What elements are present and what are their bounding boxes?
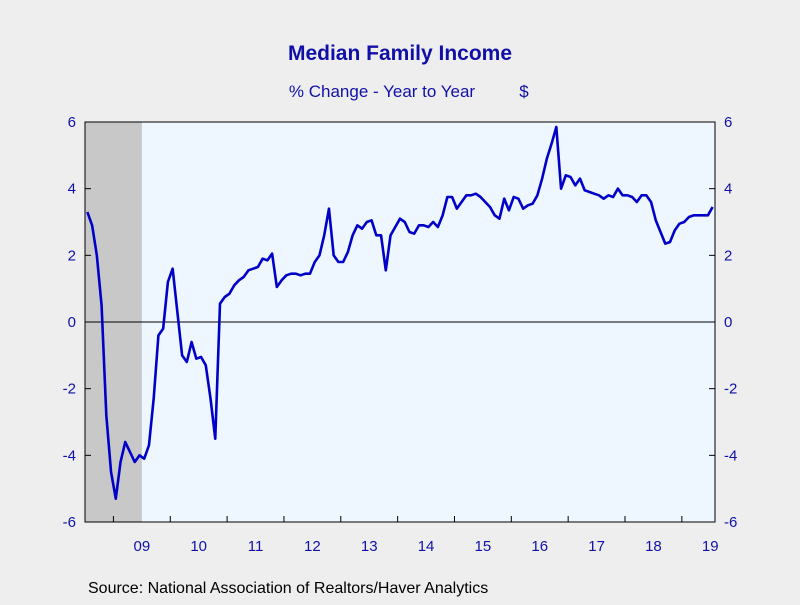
y-tick-label-left: 0 bbox=[68, 314, 76, 331]
y-tick-label-right: 4 bbox=[724, 181, 732, 198]
y-tick-label-right: -4 bbox=[724, 447, 737, 464]
x-tick-label: 10 bbox=[190, 538, 207, 555]
x-tick-label: 17 bbox=[588, 538, 605, 555]
y-tick-label-left: 2 bbox=[68, 247, 76, 264]
y-tick-label-right: 2 bbox=[724, 247, 732, 264]
y-tick-label-left: -6 bbox=[63, 514, 76, 531]
chart-title: Median Family Income bbox=[288, 42, 512, 65]
x-tick-label: 18 bbox=[645, 538, 662, 555]
y-tick-label-left: 4 bbox=[68, 181, 76, 198]
x-tick-label: 13 bbox=[361, 538, 378, 555]
y-tick-label-left: -4 bbox=[63, 447, 76, 464]
x-tick-label: 15 bbox=[475, 538, 492, 555]
chart-subtitle: % Change - Year to Year bbox=[289, 82, 476, 101]
y-tick-label-left: -2 bbox=[63, 381, 76, 398]
x-tick-label: 16 bbox=[531, 538, 548, 555]
series-line bbox=[86, 125, 714, 500]
x-tick-label: 09 bbox=[133, 538, 150, 555]
x-tick-label: 19 bbox=[702, 538, 719, 555]
source-note: Source: National Association of Realtors… bbox=[88, 580, 488, 597]
x-tick-label: 11 bbox=[248, 538, 264, 555]
x-tick-label: 12 bbox=[304, 538, 321, 555]
y-tick-label-right: 0 bbox=[724, 314, 732, 331]
y-tick-label-right: -2 bbox=[724, 381, 737, 398]
y-tick-label-left: 6 bbox=[68, 114, 76, 131]
x-tick-label: 14 bbox=[418, 538, 435, 555]
unit-label: $ bbox=[519, 82, 529, 101]
y-tick-label-right: 6 bbox=[724, 114, 732, 131]
y-tick-label-right: -6 bbox=[724, 514, 737, 531]
